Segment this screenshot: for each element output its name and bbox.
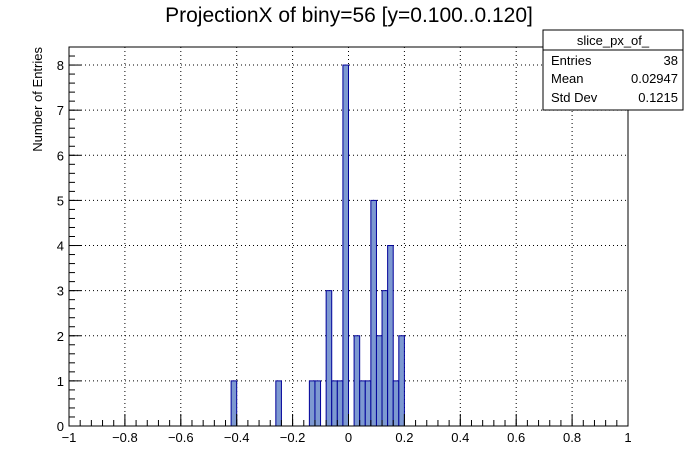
x-tick-label: −0.2 bbox=[280, 430, 306, 445]
histogram-bar bbox=[230, 380, 238, 427]
histogram-bar bbox=[381, 290, 389, 427]
histogram-bar bbox=[331, 380, 338, 427]
histogram-bar bbox=[336, 380, 344, 427]
histogram-bar bbox=[398, 335, 405, 427]
x-tick-label: −0.4 bbox=[224, 430, 250, 445]
tick-labels: −1 −0.8 −0.6 −0.4 −0.2 0 0.2 0.4 0.6 0.8 1 0 1 2 3 4 5 6 7… bbox=[57, 58, 632, 445]
histogram-bar bbox=[392, 380, 400, 427]
histogram-bar bbox=[275, 380, 282, 427]
axes bbox=[68, 46, 629, 427]
y-tick-label: 2 bbox=[57, 329, 64, 344]
x-tick-label: 0.4 bbox=[451, 430, 469, 445]
histogram-bar bbox=[325, 290, 333, 427]
stats-entries-label: Entries bbox=[551, 53, 592, 68]
x-tick-label: −0.8 bbox=[112, 430, 138, 445]
histogram-bar bbox=[375, 335, 383, 427]
histogram-bar bbox=[314, 380, 322, 427]
x-tick-label: 0 bbox=[345, 430, 352, 445]
histogram-bar bbox=[359, 380, 366, 427]
x-tick-label: 1 bbox=[624, 430, 631, 445]
y-tick-label: 0 bbox=[57, 419, 64, 434]
stats-box: slice_px_of_ Entries 38 Mean 0.02947 Std… bbox=[542, 29, 684, 111]
histogram-bar bbox=[308, 380, 316, 427]
stats-box-frame bbox=[542, 29, 684, 111]
histogram-bar bbox=[342, 64, 350, 427]
y-tick-label: 4 bbox=[57, 239, 64, 254]
stats-mean-value: 0.02947 bbox=[631, 71, 678, 86]
y-tick-label: 8 bbox=[57, 58, 64, 73]
y-axis-label: Number of Entries bbox=[30, 47, 45, 152]
histogram-bar bbox=[387, 245, 394, 427]
histogram-bars bbox=[230, 64, 405, 427]
stats-entries-value: 38 bbox=[664, 53, 678, 68]
y-tick-label: 6 bbox=[57, 148, 64, 163]
x-tick-label: 0.6 bbox=[507, 430, 525, 445]
x-tick-label: 0.2 bbox=[395, 430, 413, 445]
y-tick-label: 5 bbox=[57, 193, 64, 208]
histogram-bar bbox=[364, 380, 372, 427]
stats-stddev-label: Std Dev bbox=[551, 90, 598, 105]
y-tick-label: 3 bbox=[57, 284, 64, 299]
y-tick-label: 1 bbox=[57, 374, 64, 389]
x-tick-label: 0.8 bbox=[563, 430, 581, 445]
stats-box-name: slice_px_of_ bbox=[577, 33, 650, 48]
stats-stddev-value: 0.1215 bbox=[638, 90, 678, 105]
x-tick-label: −1 bbox=[62, 430, 77, 445]
stats-mean-label: Mean bbox=[551, 71, 584, 86]
histogram-bar bbox=[353, 335, 361, 427]
x-tick-label: −0.6 bbox=[168, 430, 194, 445]
y-tick-label: 7 bbox=[57, 103, 64, 118]
histogram-bar bbox=[370, 199, 377, 427]
chart-title: ProjectionX of biny=56 [y=0.100..0.120] bbox=[165, 4, 533, 27]
